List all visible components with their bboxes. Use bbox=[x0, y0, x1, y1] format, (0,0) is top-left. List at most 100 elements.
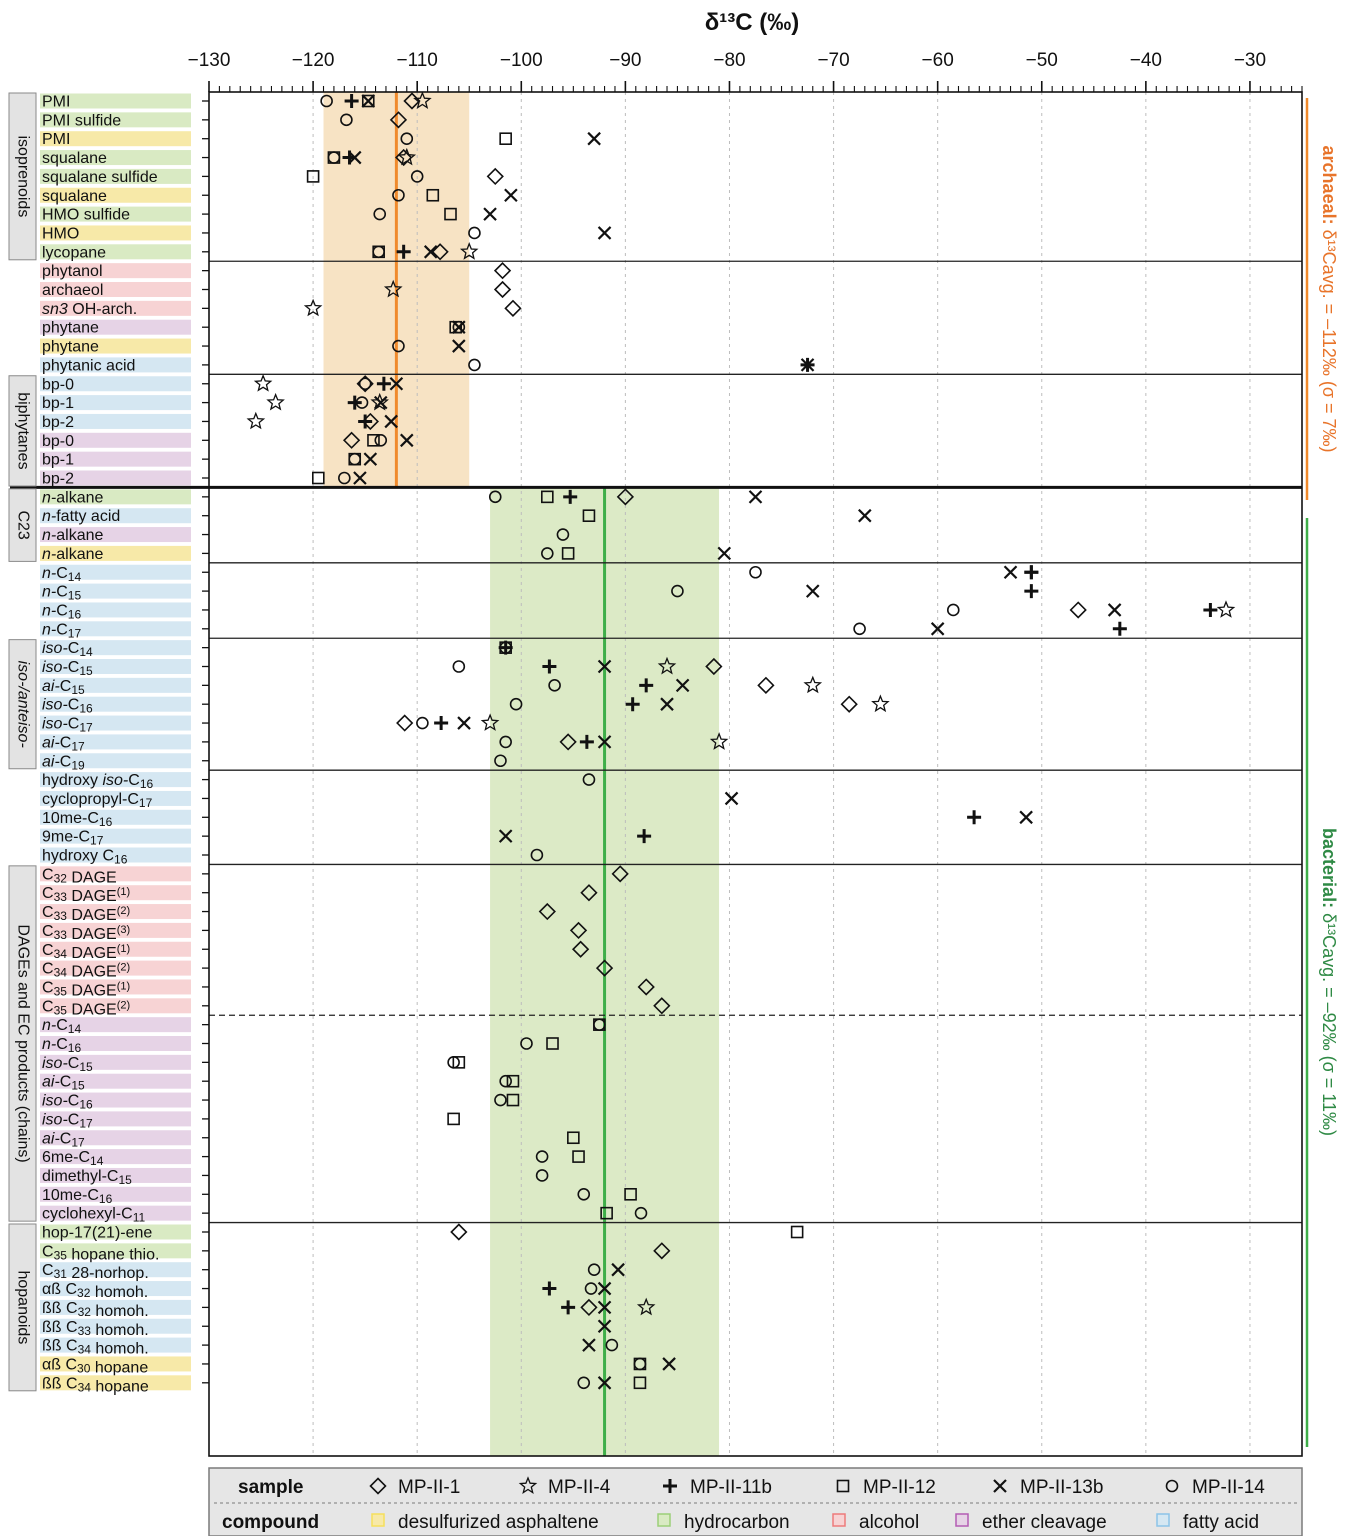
legend-marker-x bbox=[993, 1479, 1007, 1493]
row-label-bg bbox=[40, 809, 191, 825]
row-label: iso-C15 bbox=[42, 1055, 93, 1074]
point-mp-ii-13b-x bbox=[662, 1357, 676, 1371]
legend-compound-label: ether cleavage bbox=[982, 1512, 1107, 1533]
point-mp-ii-4-star bbox=[397, 147, 417, 166]
point-mp-ii-1-diamond bbox=[342, 431, 361, 449]
point-mp-ii-1-diamond bbox=[580, 1298, 598, 1317]
point-mp-ii-12-square bbox=[600, 1206, 613, 1220]
point-mp-ii-13b-x bbox=[717, 546, 732, 561]
point-mp-ii-12-square bbox=[449, 320, 463, 334]
row-label: ßß C33 homoh. bbox=[42, 1319, 149, 1339]
row-label: squalane bbox=[42, 188, 107, 205]
row-label-bg bbox=[40, 489, 191, 505]
point-mp-ii-14-circle bbox=[410, 170, 424, 183]
point-mp-ii-4-star bbox=[803, 675, 823, 694]
row-label: n-C14 bbox=[42, 565, 81, 584]
point-mp-ii-1-diamond bbox=[504, 299, 522, 317]
points-layer bbox=[246, 91, 1236, 1390]
point-mp-ii-1-diamond bbox=[431, 243, 449, 261]
x-axis: −130 −120 −110 −100 −90 −80 −70 −60 −50 −40 −30 bbox=[188, 50, 1303, 1457]
point-mp-ii-14-circle bbox=[577, 1188, 591, 1201]
point-mp-ii-13b-x bbox=[858, 508, 872, 523]
row-label: C32 DAGE bbox=[42, 866, 117, 886]
legend-sample-label: MP-II-14 bbox=[1192, 1477, 1265, 1498]
row-label: sn3 OH-arch. bbox=[42, 301, 137, 318]
row-label: n-fatty acid bbox=[42, 508, 120, 525]
grid-layer bbox=[312, 92, 1251, 1456]
point-mp-ii-11b-plus bbox=[625, 697, 640, 712]
point-mp-ii-1-diamond bbox=[653, 997, 671, 1015]
point-mp-ii-12-square bbox=[561, 547, 575, 560]
group-label: C23 bbox=[14, 510, 31, 539]
row-label-bg bbox=[40, 998, 191, 1014]
legend-swatch bbox=[657, 1513, 671, 1527]
point-mp-ii-4-star bbox=[253, 374, 273, 392]
point-mp-ii-12-square bbox=[499, 132, 512, 145]
point-mp-ii-13b-x bbox=[597, 659, 612, 674]
legend-sample-label: MP-II-12 bbox=[863, 1477, 936, 1498]
row-label: dimethyl-C15 bbox=[42, 1168, 132, 1187]
row-label: 10me-C16 bbox=[42, 810, 113, 829]
legend-sample-label: MP-II-11b bbox=[690, 1477, 772, 1498]
point-mp-ii-12-square bbox=[567, 1131, 580, 1145]
point-mp-ii-13b-x bbox=[384, 414, 398, 429]
point-mp-ii-13b-x bbox=[1107, 603, 1122, 617]
point-mp-ii-1-diamond bbox=[493, 280, 512, 299]
point-mp-ii-11b-plus bbox=[358, 414, 373, 429]
point-mp-ii-1-diamond bbox=[450, 1223, 468, 1241]
point-mp-ii-13b-x bbox=[748, 490, 763, 504]
point-mp-ii-14-circle bbox=[853, 622, 866, 636]
row-label: PMI bbox=[42, 94, 70, 111]
point-mp-ii-13b-x bbox=[597, 1300, 612, 1315]
row-label-bg bbox=[40, 922, 191, 938]
point-mp-ii-1-diamond bbox=[389, 111, 408, 129]
point-mp-ii-11b-plus bbox=[347, 395, 362, 410]
point-mp-ii-14-circle bbox=[541, 547, 554, 560]
row-label: C33 DAGE(2) bbox=[42, 904, 130, 924]
point-mp-ii-14-circle bbox=[587, 1263, 601, 1276]
point-mp-ii-13b-x bbox=[452, 339, 466, 353]
point-mp-ii-14-circle bbox=[499, 1074, 512, 1088]
point-mp-ii-12-square bbox=[444, 207, 457, 221]
legend-marker-circle bbox=[1165, 1479, 1179, 1493]
row-label: bp-2 bbox=[42, 414, 74, 431]
row-label: C35 DAGE(2) bbox=[42, 998, 130, 1018]
point-mp-ii-12-square bbox=[790, 1225, 804, 1239]
x-tick-label: −40 bbox=[1130, 50, 1162, 71]
point-mp-ii-14-circle bbox=[946, 603, 960, 617]
point-mp-ii-13b-x bbox=[483, 207, 497, 221]
side-label-bacterial: bacterial: δ¹³Cavg. = –92‰ (σ = 11‰) bbox=[1319, 828, 1339, 1136]
point-mp-ii-4-star bbox=[383, 279, 403, 298]
legend-compound-label: alcohol bbox=[859, 1512, 919, 1533]
point-mp-ii-14-circle bbox=[372, 245, 385, 259]
point-mp-ii-13b-x bbox=[805, 584, 820, 598]
point-mp-ii-14-circle bbox=[348, 452, 362, 466]
row-label-bg bbox=[40, 979, 191, 995]
row-label: hydroxy C16 bbox=[42, 848, 128, 867]
row-label: cyclopropyl-C17 bbox=[42, 791, 153, 810]
point-mp-ii-13b-x bbox=[800, 358, 815, 372]
point-mp-ii-1-diamond bbox=[653, 1242, 671, 1260]
point-mp-ii-13b-x bbox=[353, 471, 367, 485]
point-mp-ii-14-circle bbox=[468, 358, 481, 372]
point-mp-ii-13b-x bbox=[597, 226, 612, 240]
row-label: PMI bbox=[42, 131, 70, 148]
point-mp-ii-4-star bbox=[480, 713, 500, 731]
row-label-bg bbox=[40, 1337, 191, 1353]
row-label-bg bbox=[40, 1318, 191, 1334]
group-box bbox=[8, 1223, 37, 1392]
row-label: phytanic acid bbox=[42, 357, 135, 374]
point-mp-ii-14-circle bbox=[355, 396, 369, 409]
point-mp-ii-14-circle bbox=[400, 132, 414, 145]
row-label: C31 28-norhop. bbox=[42, 1262, 149, 1282]
point-mp-ii-11b-plus bbox=[1024, 584, 1039, 599]
point-mp-ii-13b-x bbox=[660, 697, 674, 711]
point-mp-ii-14-circle bbox=[452, 320, 466, 334]
point-mp-ii-4-star bbox=[303, 298, 323, 317]
row-label: bp-2 bbox=[42, 471, 74, 488]
point-mp-ii-13b-x bbox=[597, 1376, 612, 1390]
row-label: n-C16 bbox=[42, 602, 81, 621]
point-mp-ii-13b-x bbox=[597, 735, 612, 749]
row-label: 9me-C17 bbox=[42, 829, 104, 848]
